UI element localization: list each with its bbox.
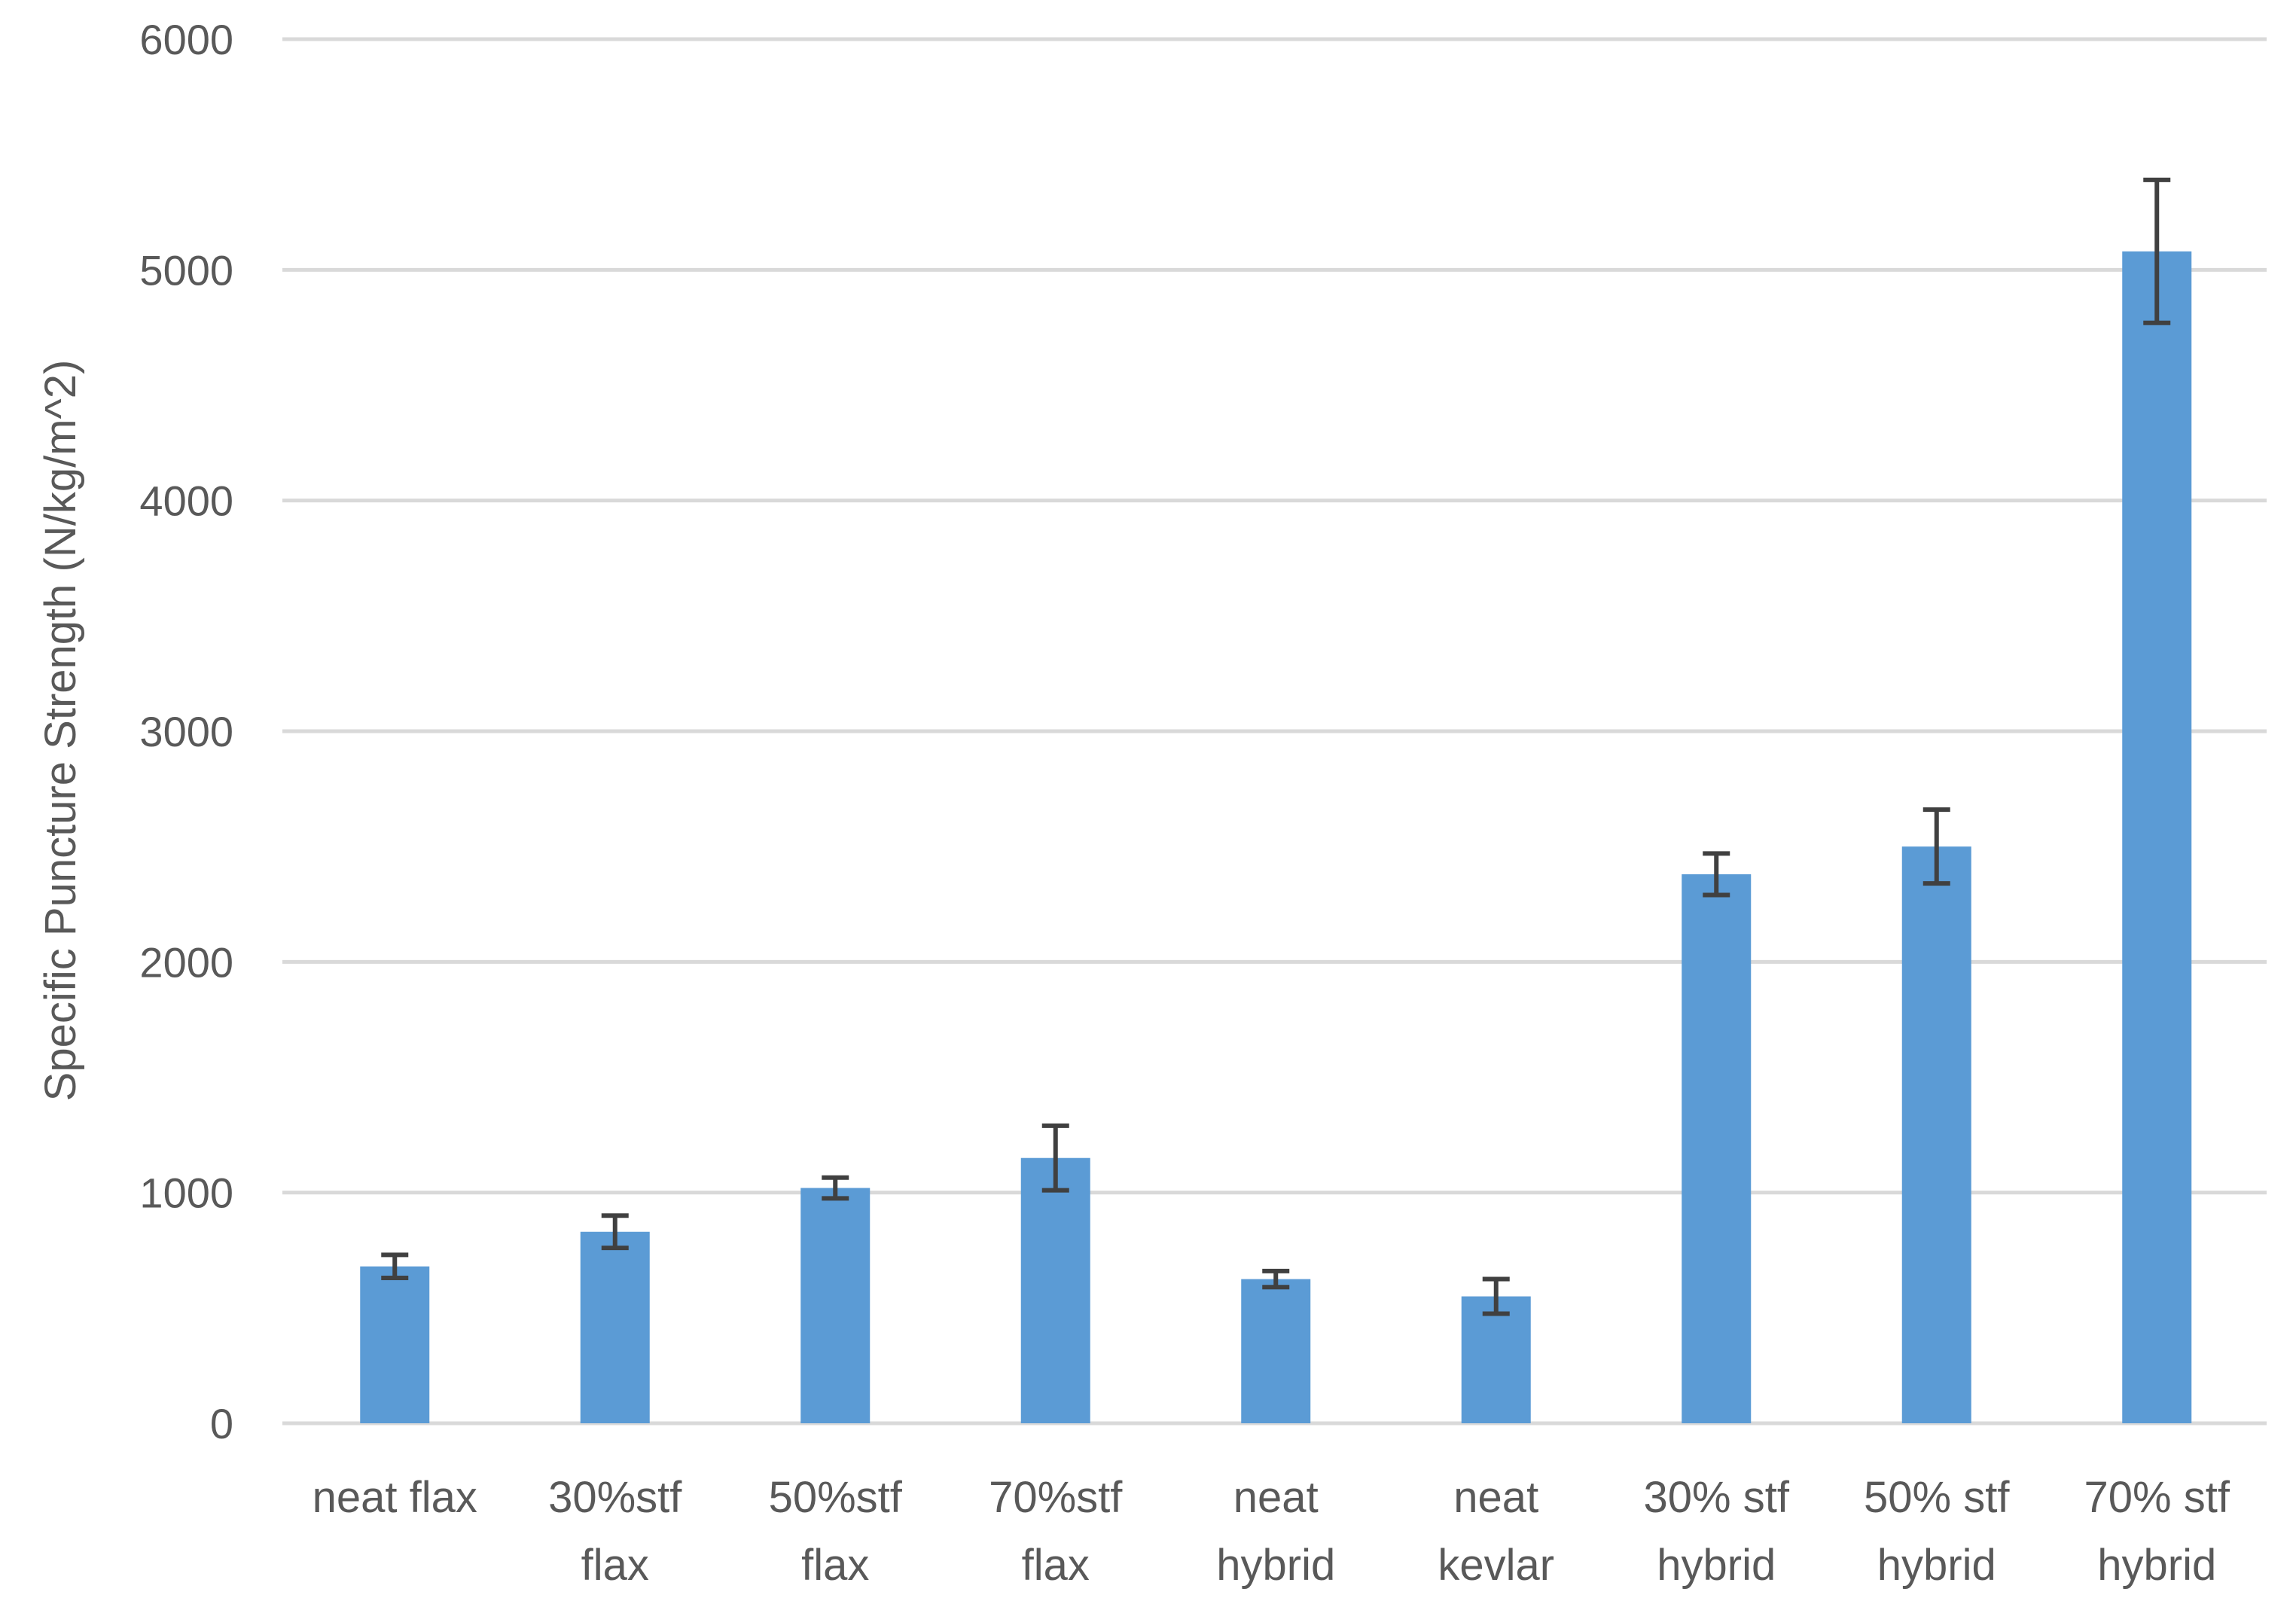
x-category-label: 30%stf: [548, 1473, 682, 1522]
x-category-label: 50%stf: [769, 1473, 903, 1522]
x-category-label: hybrid: [1657, 1541, 1776, 1590]
bar: [800, 1188, 871, 1423]
y-tick-label: 6000: [139, 16, 233, 63]
x-category-label: neat: [1233, 1473, 1319, 1522]
bar: [360, 1266, 430, 1423]
x-axis-categories: neat flax 30%stf flax 50%stf flax 70%stf flax n…: [313, 1473, 2230, 1590]
bar: [1461, 1296, 1531, 1423]
y-axis-title: Specific Puncture Strength (N/kg/m^2): [36, 360, 85, 1102]
bar: [1901, 846, 1971, 1423]
bar: [1682, 874, 1752, 1423]
x-category-label: 70% stf: [2084, 1473, 2230, 1522]
error-bars: [381, 177, 2171, 1316]
y-axis-ticks: 0 1000 2000 3000 4000 5000 6000: [139, 16, 233, 1447]
x-category-label: 30% stf: [1644, 1473, 1790, 1522]
x-category-label: flax: [581, 1541, 649, 1590]
y-tick-label: 4000: [139, 477, 233, 525]
x-category-label: flax: [1022, 1541, 1090, 1590]
y-tick-label: 5000: [139, 246, 233, 294]
x-category-label: neat: [1453, 1473, 1538, 1522]
gridlines: [282, 37, 2267, 1426]
x-category-label: 50% stf: [1864, 1473, 2010, 1522]
bar: [580, 1231, 650, 1423]
x-category-label: hybrid: [1877, 1541, 1996, 1590]
bars: [360, 251, 2192, 1423]
y-tick-label: 3000: [139, 708, 233, 755]
bar: [1241, 1279, 1311, 1423]
bar: [1020, 1157, 1090, 1423]
x-category-label: hybrid: [1216, 1541, 1335, 1590]
bar: [2122, 251, 2192, 1423]
y-tick-label: 0: [210, 1400, 233, 1447]
x-category-label: neat flax: [313, 1473, 477, 1522]
y-tick-label: 2000: [139, 938, 233, 986]
x-category-label: kevlar: [1438, 1541, 1554, 1590]
x-category-label: 70%stf: [989, 1473, 1123, 1522]
y-tick-label: 1000: [139, 1169, 233, 1217]
x-category-label: hybrid: [2097, 1541, 2216, 1590]
x-category-label: flax: [801, 1541, 869, 1590]
